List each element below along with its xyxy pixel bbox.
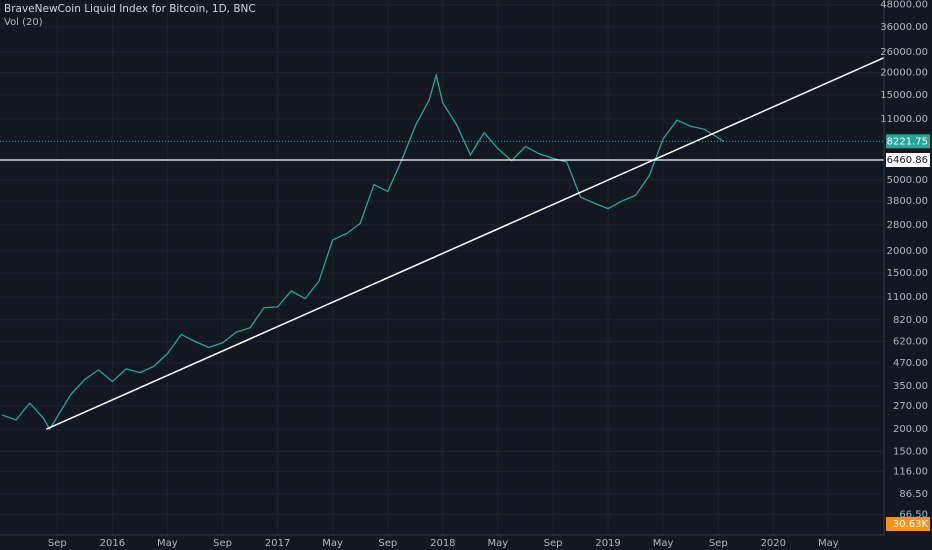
y-tick-label: 66.50 — [899, 509, 928, 520]
horizontal-line-label: 6460.86 — [887, 155, 928, 166]
y-tick-label: 1500.00 — [887, 268, 928, 279]
y-tick-label: 2000.00 — [887, 246, 928, 257]
y-tick-label: 270.00 — [893, 401, 928, 412]
x-tick-label: 2020 — [761, 538, 786, 549]
y-tick-label: 15000.00 — [880, 90, 928, 101]
y-tick-label: 48000.00 — [880, 0, 928, 11]
y-tick-label: 20000.00 — [880, 67, 928, 78]
indicator-label: Vol (20) — [4, 17, 43, 28]
x-tick-label: Sep — [378, 538, 397, 549]
volume-label: 30.63K — [893, 519, 929, 530]
x-tick-label: 2019 — [595, 538, 620, 549]
horizontal-line-label-bg — [886, 153, 930, 168]
last-price-label-bg — [886, 134, 930, 149]
y-tick-label: 5000.00 — [887, 175, 928, 186]
volume-label-bg — [886, 517, 930, 531]
x-tick-label: May — [157, 538, 178, 549]
x-tick-label: May — [322, 538, 343, 549]
y-tick-label: 11000.00 — [880, 114, 928, 125]
x-tick-label: May — [818, 538, 839, 549]
y-tick-label: 820.00 — [893, 315, 928, 326]
y-tick-label: 3800.00 — [887, 196, 928, 207]
x-tick-label: 2017 — [265, 538, 290, 549]
y-tick-label: 86.50 — [899, 489, 928, 500]
y-tick-label: 36000.00 — [880, 22, 928, 33]
y-tick-label: 26000.00 — [880, 47, 928, 58]
x-tick-label: Sep — [544, 538, 563, 549]
x-tick-label: Sep — [48, 538, 67, 549]
x-tick-label: Sep — [213, 538, 232, 549]
y-tick-label: 200.00 — [893, 424, 928, 435]
y-tick-label: 150.00 — [893, 446, 928, 457]
y-tick-label: 116.00 — [893, 466, 928, 477]
x-tick-label: May — [488, 538, 509, 549]
trend-line — [45, 57, 885, 430]
chart-title: BraveNewCoin Liquid Index for Bitcoin, 1… — [4, 3, 256, 15]
y-tick-label: 1100.00 — [887, 292, 928, 303]
price-line — [1, 72, 725, 431]
y-tick-label: 470.00 — [893, 358, 928, 369]
y-tick-label: 2800.00 — [887, 220, 928, 231]
x-tick-label: 2016 — [100, 538, 125, 549]
x-tick-label: 2018 — [430, 538, 455, 549]
y-tick-label: 620.00 — [893, 337, 928, 348]
last-price-label: 8221.75 — [887, 136, 928, 147]
x-tick-label: May — [653, 538, 674, 549]
y-tick-label: 350.00 — [893, 381, 928, 392]
x-tick-label: Sep — [709, 538, 728, 549]
